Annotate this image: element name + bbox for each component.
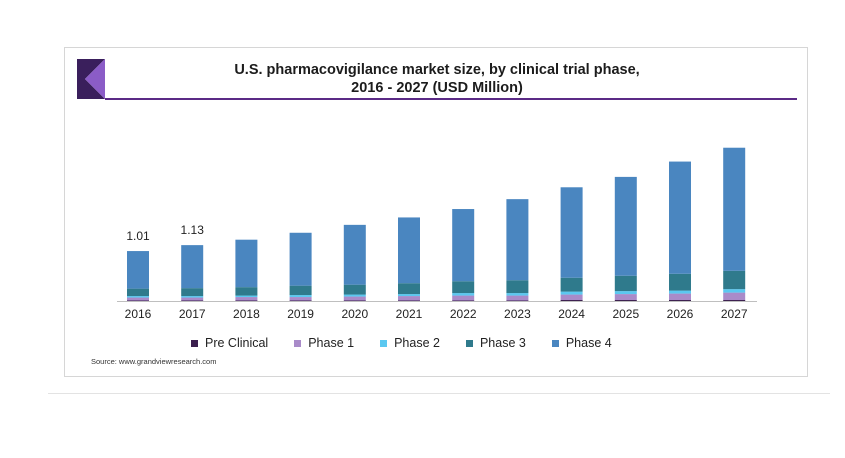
logo-dark-shape <box>77 59 105 99</box>
bar-phase2-2026 <box>669 290 691 294</box>
x-tick-label-2022: 2022 <box>450 307 477 321</box>
bar-phase3-2022 <box>452 281 475 294</box>
legend-label-phase4: Phase 4 <box>565 336 612 350</box>
bar-phase2-2022 <box>452 293 475 296</box>
data-label-2016: 1.01 <box>126 229 150 243</box>
bar-phase1-2018 <box>235 297 258 301</box>
bar-phase3-2018 <box>235 287 258 296</box>
page-divider <box>48 393 830 394</box>
bar-phase4-2026 <box>669 161 691 274</box>
source-note: Source: www.grandviewresearch.com <box>91 357 217 366</box>
x-tick-label-2027: 2027 <box>721 307 748 321</box>
x-tick-label-2024: 2024 <box>558 307 585 321</box>
bar-phase4-2023 <box>506 199 529 281</box>
legend-label-phase3: Phase 3 <box>479 336 526 350</box>
legend-label-phase1: Phase 1 <box>308 336 355 350</box>
bar-phase4-2021 <box>398 217 420 284</box>
bar-phase3-2020 <box>343 284 366 295</box>
bar-phase4-2027 <box>723 147 746 271</box>
bar-phase4-2016 <box>127 251 149 289</box>
bar-pre_clinical-2025 <box>614 300 637 301</box>
bar-phase2-2020 <box>343 294 366 297</box>
bar-phase1-2027 <box>723 292 746 301</box>
legend-swatch-phase4 <box>551 339 559 347</box>
legend-item-phase3: Phase 3 <box>465 336 526 350</box>
legend-swatch-pre_clinical <box>191 339 198 347</box>
x-tick-label-2025: 2025 <box>612 307 639 321</box>
bar-phase3-2027 <box>723 270 746 290</box>
x-tick-label-2020: 2020 <box>341 307 368 321</box>
bar-phase1-2020 <box>343 296 366 301</box>
bar-pre_clinical-2026 <box>669 300 691 301</box>
bar-phase1-2019 <box>289 297 312 301</box>
bar-phase4-2019 <box>289 232 312 286</box>
bar-phase1-2026 <box>669 293 691 301</box>
bar-phase4-2025 <box>614 176 637 276</box>
bar-phase2-2023 <box>506 293 529 296</box>
bar-chart: 2016 1.01 2017 1.13 2018 2019 2020 2021 2022 2023… <box>117 147 757 321</box>
bar-phase4-2017 <box>181 245 204 289</box>
legend-label-pre_clinical: Pre Clinical <box>205 336 269 350</box>
bar-phase1-2016 <box>127 297 149 301</box>
bar-phase4-2020 <box>343 224 366 285</box>
x-tick-label-2019: 2019 <box>287 307 314 321</box>
x-tick-label-2018: 2018 <box>233 307 260 321</box>
chart-title-line2: 2016 - 2027 (USD Million) <box>351 80 523 96</box>
chart-card: U.S. pharmacovigilance market size, by c… <box>64 47 808 377</box>
bar-phase3-2024 <box>560 277 583 292</box>
data-label-2017: 1.13 <box>181 223 205 237</box>
chart-title-line1: U.S. pharmacovigilance market size, by c… <box>234 62 640 78</box>
bar-phase1-2023 <box>506 295 529 301</box>
bar-phase4-2018 <box>235 239 258 288</box>
x-tick-label-2026: 2026 <box>667 307 694 321</box>
legend-label-phase2: Phase 2 <box>394 336 440 350</box>
logo-light-shape <box>85 59 105 99</box>
x-tick-label-2016: 2016 <box>125 307 152 321</box>
chart-title: U.S. pharmacovigilance market size, by c… <box>65 61 809 97</box>
bar-phase2-2025 <box>614 291 637 295</box>
bar-phase1-2025 <box>614 294 637 301</box>
x-tick-label-2023: 2023 <box>504 307 531 321</box>
bar-phase3-2017 <box>181 288 204 297</box>
bar-phase2-2016 <box>127 296 149 298</box>
bar-phase1-2021 <box>398 296 420 301</box>
legend-item-phase1: Phase 1 <box>294 336 354 350</box>
bar-phase2-2027 <box>723 289 746 293</box>
legend-swatch-phase3 <box>465 339 473 347</box>
bar-phase1-2022 <box>452 295 475 301</box>
bar-phase2-2018 <box>235 295 258 298</box>
bar-phase4-2024 <box>560 187 583 278</box>
bar-phase4-2022 <box>452 209 475 282</box>
title-divider <box>105 98 797 100</box>
x-tick-label-2021: 2021 <box>396 307 423 321</box>
bar-phase3-2026 <box>669 273 691 291</box>
bar-phase1-2017 <box>181 297 204 301</box>
legend-item-phase4: Phase 4 <box>551 336 612 350</box>
bar-phase2-2021 <box>398 294 420 297</box>
bar-phase2-2017 <box>181 296 204 298</box>
brand-logo <box>77 59 105 99</box>
bar-phase3-2025 <box>614 275 637 292</box>
bar-pre_clinical-2024 <box>560 300 583 301</box>
legend-swatch-phase2 <box>380 339 388 347</box>
legend-item-pre_clinical: Pre Clinical <box>191 336 268 350</box>
bar-phase3-2016 <box>127 288 149 297</box>
bar-phase3-2021 <box>398 283 420 295</box>
legend-swatch-phase1 <box>294 339 302 347</box>
bar-phase3-2019 <box>289 285 312 296</box>
legend-item-phase2: Phase 2 <box>380 336 440 350</box>
bar-phase2-2024 <box>560 291 583 295</box>
bar-phase3-2023 <box>506 280 529 294</box>
bar-phase2-2019 <box>289 295 312 298</box>
x-tick-label-2017: 2017 <box>179 307 206 321</box>
chart-legend: Pre Clinical Phase 1 Phase 2 Phase 3 Phase 4 <box>191 336 638 350</box>
bar-phase1-2024 <box>560 294 583 301</box>
bar-pre_clinical-2027 <box>723 300 746 301</box>
